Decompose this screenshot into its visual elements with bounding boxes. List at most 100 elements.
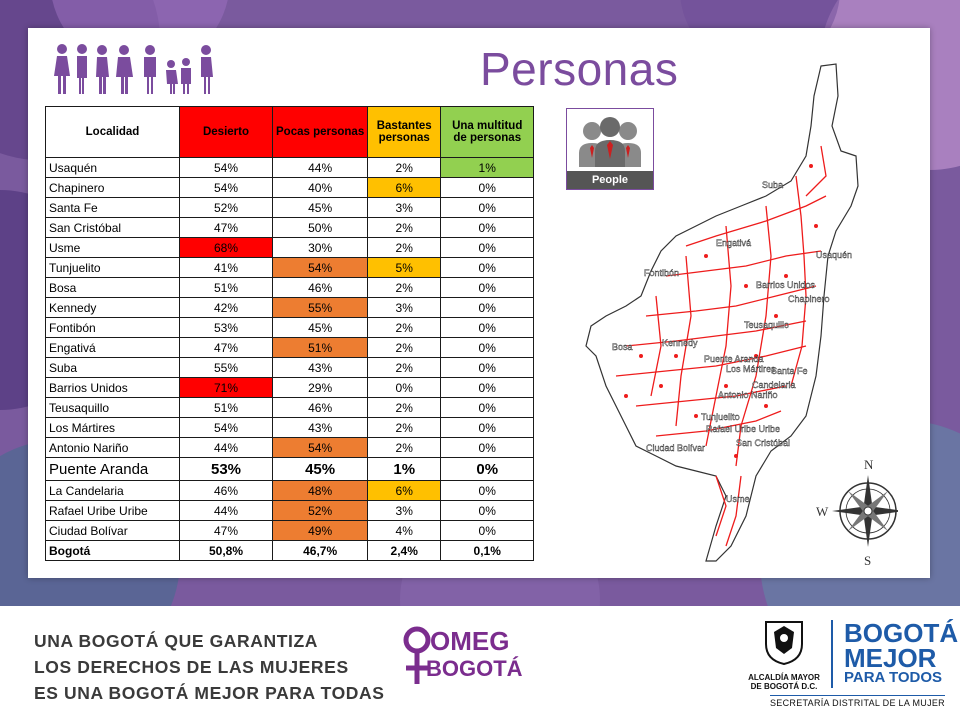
svg-text:Fontibón: Fontibón [644,268,679,278]
table-cell: 2% [367,217,442,238]
table-cell: 44% [271,157,369,178]
omeg-text: OMEG [430,626,510,656]
table-cell: 1% [440,157,535,178]
table-row: Santa Fe 52% 45% 3% 0% [45,197,535,218]
table-cell: 0% [440,197,535,218]
slogan-line-3: ES UNA BOGOTÁ MEJOR PARA TODAS [34,683,385,703]
table-cell: 29% [271,377,369,398]
table-cell: 4% [367,520,442,541]
table-row: San Cristóbal 47% 50% 2% 0% [45,217,535,238]
table-cell: 47% [179,520,273,541]
table-cell: 47% [179,217,273,238]
table-cell: 0% [367,377,442,398]
header-multitud-personas: Una multitud de personas [440,106,535,158]
table-cell: 0% [440,317,535,338]
localidad-name: Santa Fe [45,197,180,218]
table-cell: 0% [440,257,535,278]
localidad-name: Chapinero [45,177,180,198]
table-row: Fontibón 53% 45% 2% 0% [45,317,535,338]
table-cell: 3% [367,197,442,218]
table-cell: 68% [179,237,273,258]
brand-line-1: BOGOTÁ [844,618,959,648]
table-cell: 54% [271,437,369,458]
logo-divider [831,620,833,688]
table-cell: 47% [179,337,273,358]
table-cell: 45% [271,457,369,481]
table-cell: 2% [367,437,442,458]
table-cell: 0,1% [440,540,535,561]
table-cell: 0% [440,297,535,318]
table-row: Puente Aranda 53% 45% 1% 0% [45,457,535,481]
table-cell: 46% [271,277,369,298]
map-labels: Suba Usaquén Engativá Fontibón Barrios U… [612,180,852,504]
table-cell: 0% [440,237,535,258]
table-row: Chapinero 54% 40% 6% 0% [45,177,535,198]
table-cell: 2% [367,357,442,378]
table-cell: 51% [179,397,273,418]
table-cell: 71% [179,377,273,398]
secretaria-text: SECRETARÍA DISTRITAL DE LA MUJER [770,695,945,708]
table-cell: 5% [367,257,442,278]
table-row: Tunjuelito 41% 54% 5% 0% [45,257,535,278]
localidad-name: Barrios Unidos [45,377,180,398]
svg-text:Antonio Nariño: Antonio Nariño [718,390,778,400]
table-cell: 30% [271,237,369,258]
table-row: Antonio Nariño 44% 54% 2% 0% [45,437,535,458]
table-cell: 51% [271,337,369,358]
table-cell: 2% [367,317,442,338]
localidad-name: Bosa [45,277,180,298]
svg-text:San Cristóbal: San Cristóbal [736,438,790,448]
table-cell: 52% [179,197,273,218]
localidad-name: Fontibón [45,317,180,338]
table-cell: 48% [271,480,369,501]
localidad-name: Usme [45,237,180,258]
table-cell: 2% [367,157,442,178]
svg-text:Usme: Usme [726,494,750,504]
table-row: Los Mártires 54% 43% 2% 0% [45,417,535,438]
bogota-mejor-logo: BOGOTÁ MEJOR PARA TODOS [844,620,958,686]
compass-w: W [816,504,829,519]
header-localidad: Localidad [45,106,180,158]
footer-slogan: UNA BOGOTÁ QUE GARANTIZA LOS DERECHOS DE… [34,628,385,706]
table-cell: 0% [440,217,535,238]
localidades-table: Localidad Desierto Pocas personas Bastan… [45,106,535,561]
localidad-name: Bogotá [45,540,180,561]
header-pocas-personas: Pocas personas [271,106,369,158]
table-cell: 45% [271,197,369,218]
table-row: Usme 68% 30% 2% 0% [45,237,535,258]
omeg-logo: OMEG BOGOTÁ [400,622,523,692]
table-body: Usaquén 54% 44% 2% 1% Chapinero 54% 40% 6% 0% Sant… [45,157,535,561]
table-cell: 0% [440,457,535,481]
svg-text:Barrios Unidos: Barrios Unidos [756,280,816,290]
table-cell: 46% [179,480,273,501]
svg-text:Ciudad Bolívar: Ciudad Bolívar [646,443,705,453]
compass-s: S [864,553,871,568]
header-bastantes-personas: Bastantes personas [367,106,442,158]
table-header-row: Localidad Desierto Pocas personas Bastan… [45,106,535,158]
svg-text:Suba: Suba [762,180,783,190]
localidad-name: Teusaquillo [45,397,180,418]
svg-text:Usaquén: Usaquén [816,250,852,260]
table-row: Usaquén 54% 44% 2% 1% [45,157,535,178]
table-row: La Candelaria 46% 48% 6% 0% [45,480,535,501]
table-cell: 0% [440,277,535,298]
page-title: Personas [480,43,679,95]
svg-text:Candelaria: Candelaria [752,380,796,390]
svg-text:Bosa: Bosa [612,342,633,352]
table-cell: 54% [271,257,369,278]
table-row: Barrios Unidos 71% 29% 0% 0% [45,377,535,398]
map-points [615,145,827,547]
people-label: People [567,171,653,189]
table-cell: 2% [367,337,442,358]
table-cell: 2% [367,397,442,418]
localidad-name: Kennedy [45,297,180,318]
table-cell: 40% [271,177,369,198]
svg-text:Chapinero: Chapinero [788,294,830,304]
map-dots [624,164,818,458]
table-cell: 3% [367,500,442,521]
localidad-name: San Cristóbal [45,217,180,238]
table-cell: 6% [367,480,442,501]
table-cell: 2% [367,237,442,258]
table-cell: 46% [271,397,369,418]
bogota-map: Suba Usaquén Engativá Fontibón Barrios U… [585,63,898,568]
